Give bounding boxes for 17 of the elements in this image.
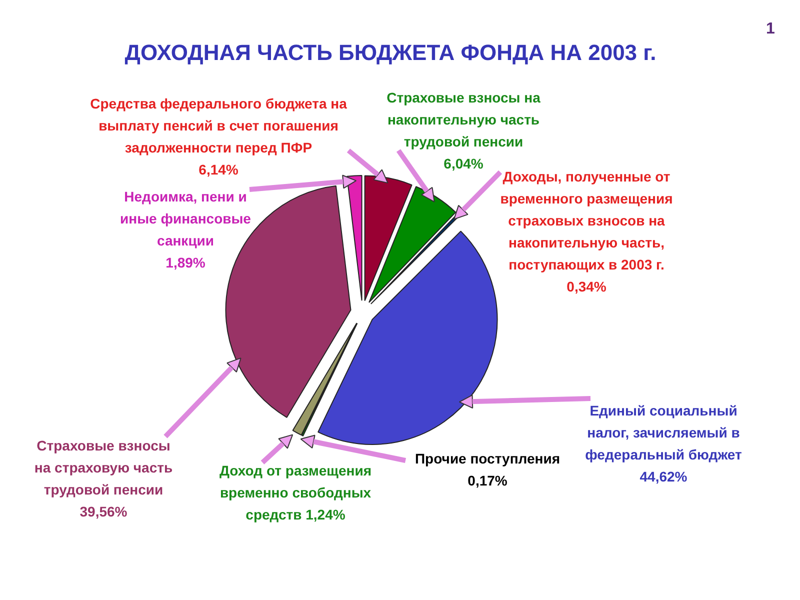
data-label: 6,14%: [198, 162, 239, 178]
slice-label: Доход от размещения временно свободных средств 1,24%: [220, 462, 372, 522]
slice-label: Средства федерального бюджета на выплату пенсий в счет погашения задолженности перед ПФР: [90, 96, 348, 156]
data-label: 0,34%: [566, 278, 607, 294]
data-label: 6,04%: [444, 156, 484, 172]
text: 1: [766, 20, 776, 38]
slice-label: Единый социальный налог, зачисляемый в федеральный бюджет: [585, 402, 742, 462]
slice-label: Страховые взносы на страховую часть трудовой пенсии: [34, 438, 173, 498]
data-label: 1,89%: [166, 254, 206, 270]
slice-label: Прочие поступления: [414, 450, 560, 466]
slice-label: Недоимка, пени и иные финансовые санкции: [120, 188, 252, 248]
slice-label: Доходы, полученные от временного размещения страховых взносов на накопительную часть, поступающих в 2003 г.: [500, 168, 673, 272]
chart-title: ДОХОДНАЯ ЧАСТЬ БЮДЖЕТА ФОНДА НА 2003 г.: [124, 40, 656, 65]
data-label: 0,17%: [468, 472, 508, 488]
data-label: 39,56%: [80, 504, 128, 520]
data-label: 44,62%: [640, 468, 688, 484]
slice-label: Страховые взносы на накопительную часть трудовой пенсии: [386, 90, 541, 150]
